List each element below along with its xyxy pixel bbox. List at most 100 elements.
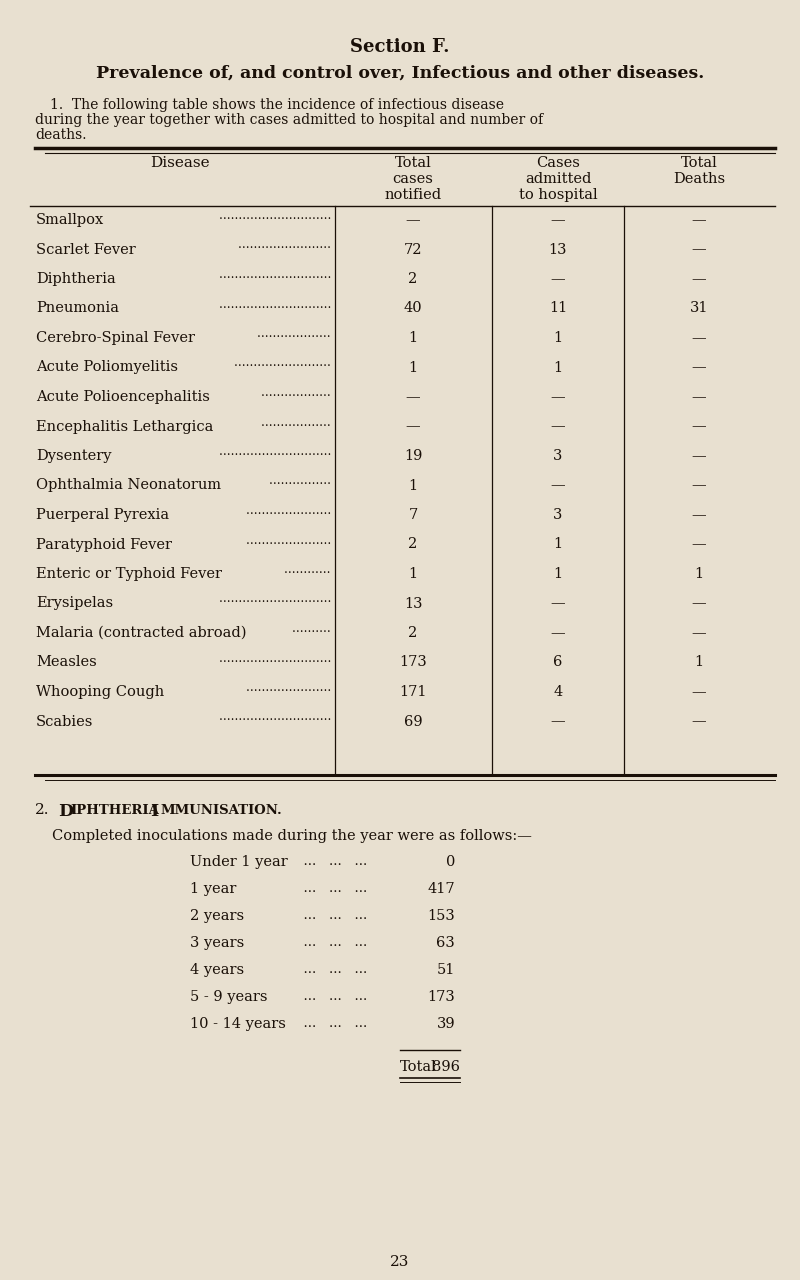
Text: Under 1 year: Under 1 year xyxy=(190,855,288,869)
Text: Puerperal Pyrexia: Puerperal Pyrexia xyxy=(36,508,169,522)
Text: ·····························: ····························· xyxy=(214,302,331,315)
Text: ·····························: ····························· xyxy=(214,212,331,227)
Text: 1: 1 xyxy=(409,332,418,346)
Text: ...   ...   ...: ... ... ... xyxy=(295,989,367,1004)
Text: 1: 1 xyxy=(409,479,418,493)
Text: 13: 13 xyxy=(549,242,567,256)
Text: Cerebro-Spinal Fever: Cerebro-Spinal Fever xyxy=(36,332,195,346)
Text: ·····························: ····························· xyxy=(214,655,331,668)
Text: —: — xyxy=(550,420,566,434)
Text: 3: 3 xyxy=(554,449,562,463)
Text: ...   ...   ...: ... ... ... xyxy=(295,936,367,948)
Text: 23: 23 xyxy=(390,1254,410,1268)
Text: ...   ...   ...: ... ... ... xyxy=(295,1018,367,1030)
Text: ·····························: ····························· xyxy=(214,596,331,609)
Text: 2: 2 xyxy=(408,538,418,552)
Text: I: I xyxy=(150,803,158,820)
Text: 0: 0 xyxy=(446,855,455,869)
Text: —: — xyxy=(550,271,566,285)
Text: 11: 11 xyxy=(549,302,567,315)
Text: Ophthalmia Neonatorum: Ophthalmia Neonatorum xyxy=(36,479,221,493)
Text: Diphtheria: Diphtheria xyxy=(36,271,116,285)
Text: —: — xyxy=(692,479,706,493)
Text: D: D xyxy=(58,803,73,820)
Text: 72: 72 xyxy=(404,242,422,256)
Text: 1: 1 xyxy=(409,361,418,375)
Text: Smallpox: Smallpox xyxy=(36,212,104,227)
Text: Dysentery: Dysentery xyxy=(36,449,111,463)
Text: —: — xyxy=(692,596,706,611)
Text: ·························: ························· xyxy=(230,361,331,374)
Text: —: — xyxy=(692,242,706,256)
Text: —: — xyxy=(550,212,566,227)
Text: —: — xyxy=(406,420,420,434)
Text: 1: 1 xyxy=(409,567,418,581)
Text: Total: Total xyxy=(400,1060,437,1074)
Text: 7: 7 xyxy=(408,508,418,522)
Text: 1 year: 1 year xyxy=(190,882,236,896)
Text: 40: 40 xyxy=(404,302,422,315)
Text: 1.  The following table shows the incidence of infectious disease: 1. The following table shows the inciden… xyxy=(50,99,504,111)
Text: IPHTHERIA: IPHTHERIA xyxy=(70,804,159,817)
Text: ·····························: ····························· xyxy=(214,714,331,727)
Text: 2: 2 xyxy=(408,271,418,285)
Text: Total
Deaths: Total Deaths xyxy=(673,156,725,186)
Text: Cases
admitted
to hospital: Cases admitted to hospital xyxy=(518,156,598,202)
Text: Acute Polioencephalitis: Acute Polioencephalitis xyxy=(36,390,210,404)
Text: —: — xyxy=(406,390,420,404)
Text: Total
cases
notified: Total cases notified xyxy=(385,156,442,202)
Text: Acute Poliomyelitis: Acute Poliomyelitis xyxy=(36,361,178,375)
Text: 19: 19 xyxy=(404,449,422,463)
Text: 1: 1 xyxy=(554,332,562,346)
Text: 173: 173 xyxy=(399,655,427,669)
Text: Disease: Disease xyxy=(150,156,210,170)
Text: —: — xyxy=(550,479,566,493)
Text: —: — xyxy=(692,449,706,463)
Text: —: — xyxy=(692,508,706,522)
Text: Erysipelas: Erysipelas xyxy=(36,596,113,611)
Text: —: — xyxy=(692,332,706,346)
Text: 63: 63 xyxy=(436,936,455,950)
Text: —: — xyxy=(550,714,566,728)
Text: ·····························: ····························· xyxy=(214,449,331,462)
Text: —: — xyxy=(692,212,706,227)
Text: ...   ...   ...: ... ... ... xyxy=(295,855,367,868)
Text: 4: 4 xyxy=(554,685,562,699)
Text: —: — xyxy=(692,271,706,285)
Text: ...   ...   ...: ... ... ... xyxy=(295,882,367,895)
Text: 6: 6 xyxy=(554,655,562,669)
Text: —: — xyxy=(692,714,706,728)
Text: Completed inoculations made during the year were as follows:—: Completed inoculations made during the y… xyxy=(52,829,532,844)
Text: 51: 51 xyxy=(437,963,455,977)
Text: 1: 1 xyxy=(554,538,562,552)
Text: —: — xyxy=(692,361,706,375)
Text: ··········: ·········· xyxy=(288,626,331,639)
Text: deaths.: deaths. xyxy=(35,128,86,142)
Text: MMUNISATION.: MMUNISATION. xyxy=(160,804,282,817)
Text: 1: 1 xyxy=(554,361,562,375)
Text: ················: ················ xyxy=(265,479,331,492)
Text: ······················: ······················ xyxy=(242,685,331,698)
Text: 153: 153 xyxy=(427,909,455,923)
Text: —: — xyxy=(550,626,566,640)
Text: ············: ············ xyxy=(281,567,331,580)
Text: ···················: ··················· xyxy=(254,332,331,344)
Text: 39: 39 xyxy=(436,1018,455,1030)
Text: —: — xyxy=(692,685,706,699)
Text: ...   ...   ...: ... ... ... xyxy=(295,909,367,922)
Text: 417: 417 xyxy=(427,882,455,896)
Text: ······················: ······················ xyxy=(242,538,331,550)
Text: Encephalitis Lethargica: Encephalitis Lethargica xyxy=(36,420,214,434)
Text: 1: 1 xyxy=(694,567,703,581)
Text: —: — xyxy=(692,390,706,404)
Text: 171: 171 xyxy=(399,685,426,699)
Text: Paratyphoid Fever: Paratyphoid Fever xyxy=(36,538,172,552)
Text: 173: 173 xyxy=(427,989,455,1004)
Text: 3: 3 xyxy=(554,508,562,522)
Text: 31: 31 xyxy=(690,302,708,315)
Text: —: — xyxy=(550,596,566,611)
Text: Enteric or Typhoid Fever: Enteric or Typhoid Fever xyxy=(36,567,222,581)
Text: Scarlet Fever: Scarlet Fever xyxy=(36,242,136,256)
Text: 2 years: 2 years xyxy=(190,909,244,923)
Text: Whooping Cough: Whooping Cough xyxy=(36,685,164,699)
